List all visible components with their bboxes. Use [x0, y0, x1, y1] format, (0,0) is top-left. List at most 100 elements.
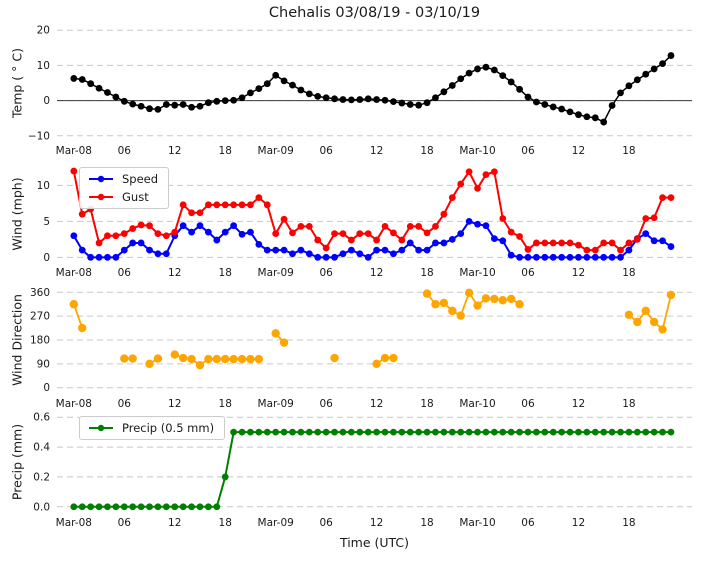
data-point — [70, 167, 78, 175]
data-point — [432, 239, 439, 247]
data-point — [666, 290, 676, 300]
data-point — [279, 338, 289, 347]
data-point — [575, 111, 582, 119]
data-point — [558, 428, 566, 436]
data-point — [541, 239, 549, 247]
y-tick-label: 270 — [30, 311, 50, 323]
data-point — [356, 250, 364, 258]
data-point — [204, 228, 212, 236]
wind-direction-plot: 0 90 180 270 360 Mar-08 06 12 18 Mar-09 06 12 18 Mar-… — [30, 287, 692, 410]
data-point — [87, 80, 95, 88]
data-point — [575, 428, 582, 436]
data-point — [95, 253, 103, 261]
data-point — [515, 300, 524, 309]
data-point — [398, 236, 406, 244]
x-tick-label: 06 — [521, 267, 535, 279]
data-point — [474, 184, 481, 192]
data-point — [415, 428, 423, 436]
x-tick-label: Mar-09 — [258, 145, 294, 157]
data-point — [415, 223, 423, 230]
data-point — [314, 428, 322, 436]
x-tick-label: 18 — [622, 145, 635, 157]
data-point — [95, 503, 103, 511]
data-point — [617, 89, 624, 97]
data-point — [499, 72, 507, 80]
x-tick-label: 12 — [572, 398, 585, 410]
x-tick-label: 18 — [420, 517, 433, 529]
x-tick-label: 18 — [219, 267, 232, 279]
data-point — [650, 214, 658, 222]
data-point — [112, 232, 120, 240]
data-point — [120, 503, 128, 511]
data-point — [667, 194, 675, 202]
legend-gust-label: Gust — [122, 190, 149, 204]
data-point — [78, 76, 86, 83]
data-point — [373, 236, 381, 244]
data-point — [255, 194, 263, 202]
data-point — [625, 246, 633, 254]
data-point — [398, 246, 406, 254]
data-point — [390, 98, 397, 106]
data-point — [456, 311, 465, 320]
data-point — [389, 353, 398, 363]
data-point — [373, 428, 381, 436]
data-point — [633, 235, 641, 243]
data-point — [347, 236, 355, 244]
y-tick-label: 0 — [43, 382, 50, 394]
data-point — [473, 301, 482, 310]
data-point — [558, 253, 566, 261]
x-tick-label: 06 — [319, 267, 333, 279]
data-point — [154, 250, 162, 258]
y-tick-label: 10 — [37, 60, 50, 72]
data-point — [237, 354, 247, 364]
data-point — [230, 96, 238, 104]
data-point — [575, 253, 582, 261]
data-point — [549, 239, 557, 247]
data-point — [347, 246, 355, 254]
data-point — [423, 428, 431, 436]
x-tick-label: Mar-10 — [459, 398, 495, 410]
data-point — [583, 253, 591, 261]
data-point — [204, 99, 212, 107]
data-point — [128, 354, 137, 363]
precip-line-icon — [89, 424, 113, 432]
data-point — [153, 354, 163, 363]
data-point — [608, 239, 616, 247]
data-point — [498, 296, 507, 305]
data-point — [229, 354, 238, 364]
data-point — [247, 228, 254, 236]
data-point — [490, 428, 498, 436]
data-point — [297, 223, 305, 230]
data-point — [263, 80, 271, 88]
data-point — [439, 298, 449, 308]
data-point — [633, 317, 642, 327]
gust-line-icon — [89, 193, 113, 201]
data-point — [314, 236, 322, 244]
x-tick-label: Mar-09 — [258, 398, 294, 410]
data-point — [188, 228, 195, 236]
y-tick-label: 0 — [43, 252, 50, 264]
data-point — [170, 350, 179, 359]
data-point — [331, 253, 338, 261]
precip-legend: Precip (0.5 mm) — [79, 416, 226, 440]
x-tick-label: 06 — [319, 517, 333, 529]
data-point — [339, 96, 347, 103]
data-point — [120, 246, 128, 254]
data-point — [457, 230, 465, 237]
data-point — [221, 97, 229, 104]
legend-item-gust: Gust — [88, 190, 158, 204]
series-line-precip-0-5-mm- — [73, 431, 671, 508]
data-point — [137, 503, 145, 511]
data-point — [481, 294, 491, 303]
data-point — [406, 239, 414, 247]
data-point — [423, 99, 431, 107]
data-point — [591, 114, 599, 122]
data-point — [448, 194, 456, 202]
data-point — [507, 228, 515, 236]
data-point — [188, 209, 195, 217]
data-point — [373, 96, 381, 103]
data-point — [608, 428, 616, 436]
data-point — [448, 428, 456, 436]
data-point — [162, 250, 170, 258]
